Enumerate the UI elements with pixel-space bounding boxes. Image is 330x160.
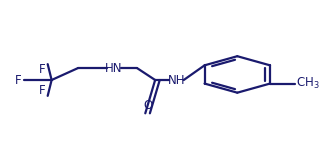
Text: NH: NH bbox=[168, 73, 185, 87]
Text: HN: HN bbox=[105, 62, 123, 75]
Text: CH$_3$: CH$_3$ bbox=[296, 76, 320, 91]
Text: F: F bbox=[38, 63, 45, 76]
Text: O: O bbox=[143, 99, 152, 112]
Text: F: F bbox=[38, 84, 45, 97]
Text: F: F bbox=[15, 73, 21, 87]
